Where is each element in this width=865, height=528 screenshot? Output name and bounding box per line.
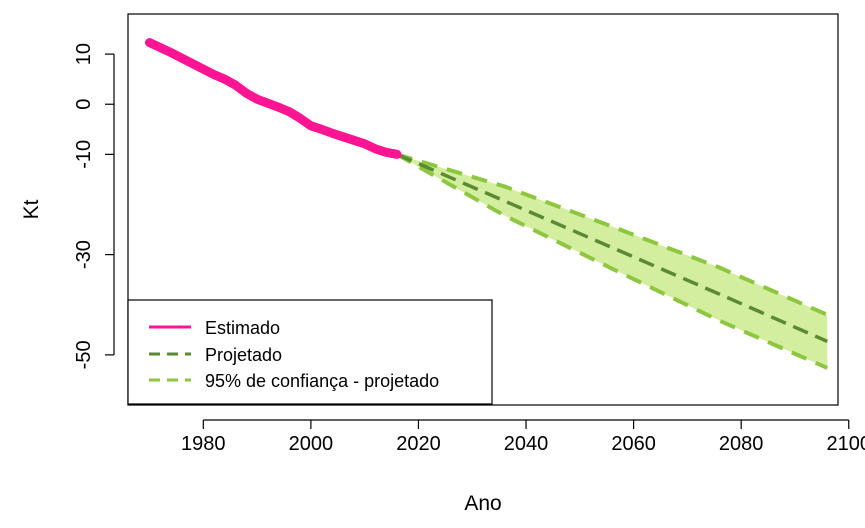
y-tick-label-4: -50: [73, 340, 95, 369]
legend-label-confianca: 95% de confiança - projetado: [205, 371, 439, 391]
x-tick-label-2000: 2000: [289, 433, 334, 455]
axes-layer: 1980 2000 2020 2040 2060 2080 2100 10 0 -10 -30 -50: [73, 43, 865, 455]
y-tick-label-0: 10: [73, 43, 95, 65]
legend-label-projetado: Projetado: [205, 345, 282, 365]
x-tick-label-2060: 2060: [611, 433, 656, 455]
x-tick-label-2020: 2020: [396, 433, 441, 455]
confidence-lower-line: [395, 152, 829, 370]
legend: Estimado Projetado 95% de confiança - pr…: [127, 299, 493, 405]
x-axis-title: Ano: [464, 492, 501, 515]
y-tick-label-2: -10: [73, 140, 95, 169]
x-tick-label-2080: 2080: [719, 433, 764, 455]
y-tick-label-1: 0: [73, 99, 95, 110]
projected-line: [396, 152, 828, 343]
legend-box: [127, 299, 493, 405]
y-tick-label-3: -30: [73, 240, 95, 269]
plot-frame: [127, 13, 839, 406]
x-tick-label-1980: 1980: [181, 433, 226, 455]
confidence-band-layer: [396, 154, 828, 368]
series-lines-layer: [145, 38, 829, 370]
x-tick-label-2040: 2040: [504, 433, 549, 455]
confidence-band: [396, 154, 828, 368]
legend-label-estimado: Estimado: [205, 318, 280, 338]
x-tick-label-2100: 2100: [827, 433, 865, 455]
y-axis-title: Kt: [20, 199, 43, 219]
estimated-line: [145, 38, 402, 159]
